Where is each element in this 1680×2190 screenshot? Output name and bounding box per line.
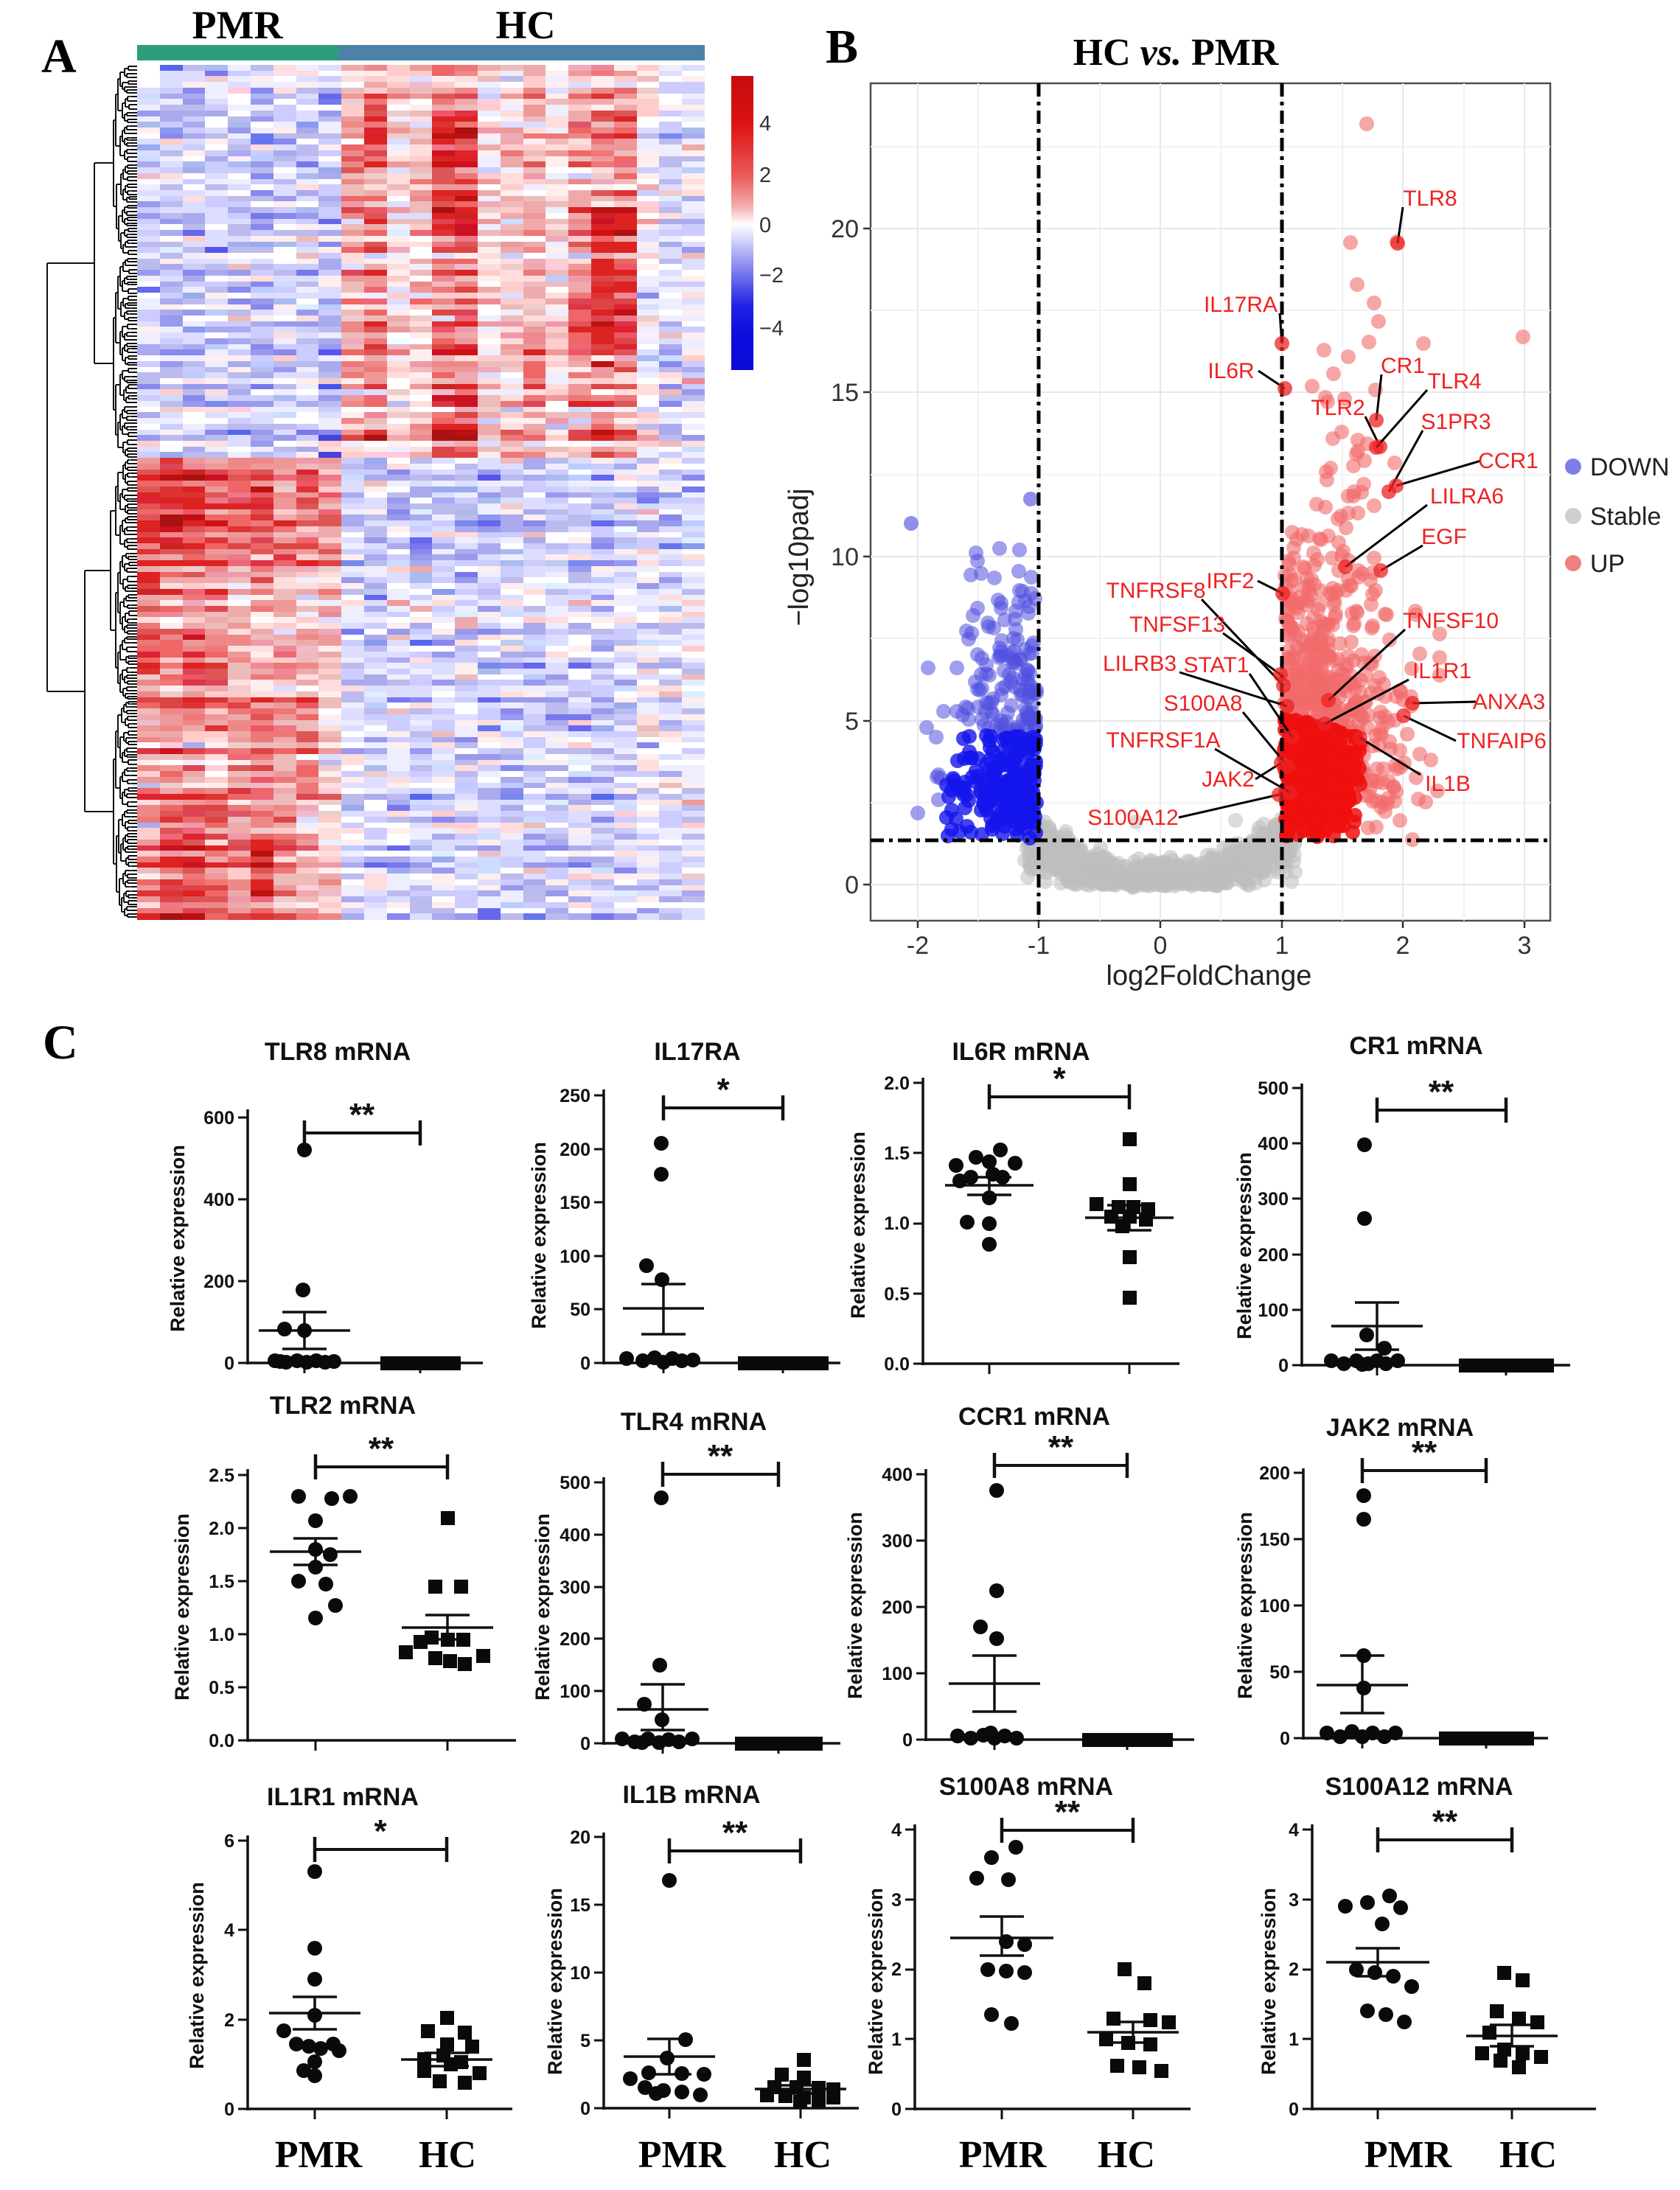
svg-text:4: 4 bbox=[759, 112, 771, 136]
svg-text:0: 0 bbox=[759, 214, 771, 237]
svg-text:PMR: PMR bbox=[192, 3, 284, 47]
svg-text:−4: −4 bbox=[759, 317, 784, 341]
svg-text:A: A bbox=[41, 29, 77, 83]
svg-text:HC: HC bbox=[496, 3, 556, 47]
svg-text:HC vs. PMR: HC vs. PMR bbox=[1073, 32, 1280, 74]
svg-text:B: B bbox=[826, 20, 858, 74]
svg-text:2: 2 bbox=[759, 164, 771, 187]
svg-text:−2: −2 bbox=[759, 264, 784, 287]
